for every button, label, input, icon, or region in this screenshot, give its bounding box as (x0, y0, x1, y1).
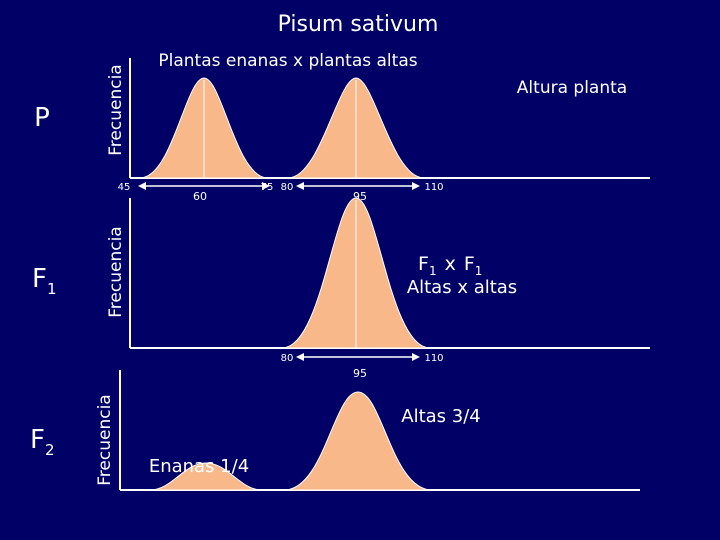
tall-range-arrowhead-left-f1 (296, 353, 304, 361)
tick-label-95-f1: 95 (353, 367, 367, 380)
generation-label-p: P (34, 103, 50, 133)
tall-range-arrowhead-right-f1 (412, 353, 420, 361)
tall-distribution-curve-f2 (283, 391, 433, 491)
dwarf-range-arrowhead-left-p (138, 182, 146, 190)
y-axis-label-f2: Frecuencia (95, 394, 115, 485)
dwarf-distribution-curve-f2 (149, 462, 263, 491)
panel-f2: F2 Frecuencia Altas 3/4 Enanas 1/4 (30, 370, 640, 491)
dwarf-proportion-label: Enanas 1/4 (149, 456, 249, 477)
dwarf-range-arrowhead-right-p (262, 182, 270, 190)
tick-label-80-p: 80 (281, 182, 294, 193)
tick-label-80-f1: 80 (281, 353, 294, 364)
tick-label-45: 45 (118, 182, 131, 193)
panel-parental: P Frecuencia Plantas enanas x plantas al… (34, 51, 650, 203)
panel-f1: F1 Frecuencia F1 x F1 Altas x altas 80 95 … (32, 197, 650, 380)
y-axis-label-f1: Frecuencia (106, 226, 126, 317)
tall-range-arrowhead-right-p (412, 182, 420, 190)
page-title: Pisum sativum (278, 12, 439, 37)
x-axis-label-p: Altura planta (517, 78, 627, 98)
cross-label-p: Plantas enanas x plantas altas (158, 51, 417, 71)
cross-subtitle-f1: Altas x altas (407, 277, 517, 298)
generation-label-f1: F1 (32, 264, 57, 298)
tick-label-60: 60 (193, 190, 207, 203)
tick-label-110-f1: 110 (424, 353, 443, 364)
generation-label-f2: F2 (30, 425, 55, 459)
tick-label-110-p: 110 (424, 182, 443, 193)
tall-range-arrowhead-left-p (296, 182, 304, 190)
y-axis-label-p: Frecuencia (106, 64, 126, 155)
tick-label-75: 75 (261, 182, 274, 193)
cross-label-f1: F1 x F1 (418, 253, 482, 278)
tall-proportion-label: Altas 3/4 (401, 406, 480, 427)
